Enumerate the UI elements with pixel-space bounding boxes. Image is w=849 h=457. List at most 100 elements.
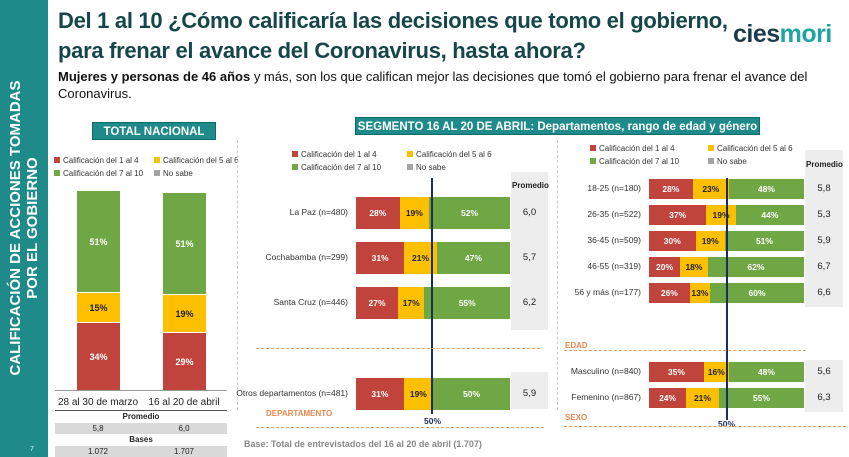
legend-swatch — [54, 157, 60, 163]
bar-segment: 34% — [77, 322, 120, 390]
title-line1: Del 1 al 10 ¿Cómo calificaría las decisi… — [58, 8, 728, 33]
legend-item: Calificación del 1 al 4 — [590, 144, 675, 153]
legend-item: Calificación del 5 al 6 — [708, 144, 793, 153]
stacked-bar: 24% 21% 55% — [649, 388, 804, 408]
promedio-value: 6,0 — [522, 207, 537, 218]
bar-segment: 17% — [398, 287, 425, 319]
bar-segment: 20% — [649, 257, 680, 277]
legend-item: Calificación del 5 al 6 — [407, 150, 492, 159]
total-nacional-banner: TOTAL NACIONAL — [92, 122, 216, 140]
bar-segment: 55% — [424, 287, 510, 319]
bar-segment: 51% — [724, 231, 804, 251]
legend-label: No sabe — [163, 169, 193, 178]
legend-label: Calificación del 1 al 4 — [301, 150, 377, 159]
sidebar-title-line2: POR EL GOBIERNO — [24, 157, 41, 299]
stacked-bar: 26% 13% 60% — [649, 283, 804, 303]
bar-segment: 47% — [436, 242, 510, 274]
bar-segment: 51% — [163, 192, 206, 294]
bar-segment: 31% — [356, 378, 404, 410]
subtitle: Mujeres y personas de 46 años y más, son… — [58, 68, 838, 102]
legend-swatch — [154, 157, 160, 163]
reference-label: 50% — [718, 419, 736, 429]
legend-label: Calificación del 1 al 4 — [599, 144, 675, 153]
bar-segment: 62% — [707, 257, 804, 277]
legend-label: Calificación del 7 al 10 — [301, 163, 382, 172]
legend-edad-sexo: Calificación del 1 al 4 Calificación del … — [590, 144, 810, 174]
bases-value: 1.072 — [87, 447, 109, 456]
title-line2: para frenar el avance del Coronavirus, h… — [58, 38, 586, 63]
legend-swatch — [292, 151, 298, 157]
group-label-edad: EDAD — [565, 341, 588, 350]
promedio-value: 6,3 — [817, 392, 831, 403]
page-title: Del 1 al 10 ¿Cómo calificaría las decisi… — [58, 6, 728, 66]
legend-swatch — [154, 170, 160, 176]
promedio-header: Promedio — [122, 412, 160, 421]
row-label: Femenino (n=867) — [571, 392, 641, 402]
bar-segment: 28% — [356, 197, 400, 229]
bar-segment: 52% — [429, 197, 510, 229]
bases-header: Bases — [129, 435, 153, 444]
bar-segment: 27% — [356, 287, 398, 319]
legend-swatch — [708, 145, 714, 151]
legend-total: Calificación del 1 al 4 Calificación del … — [54, 156, 239, 186]
summary-table: Promedio 5,8 6,0 Bases 1.072 1.707 — [55, 410, 227, 457]
promedio-value: 5,8 — [817, 183, 831, 194]
bar-segment: 44% — [735, 205, 804, 225]
page-number: 7 — [30, 446, 34, 453]
row-label: 36-45 (n=509) — [587, 235, 641, 245]
legend-label: No sabe — [416, 163, 446, 172]
bar-segment: 19% — [706, 205, 736, 225]
group-divider — [564, 426, 846, 427]
group-divider — [564, 350, 806, 351]
promedio-value: 6,6 — [817, 287, 831, 298]
legend-label: Calificación del 5 al 6 — [416, 150, 492, 159]
stacked-bar: 20% 18% 62% — [649, 257, 804, 277]
bar-segment: 24% — [649, 388, 687, 408]
sidebar-strip: CALIFICACIÓN DE ACCIONES TOMADAS POR EL … — [0, 0, 48, 457]
subtitle-rest: y más, son los que califican mejor las d… — [58, 69, 808, 101]
bar-segment: 50% — [433, 378, 510, 410]
x-axis — [55, 390, 227, 391]
bar-segment: 37% — [649, 205, 707, 225]
legend-departamento: Calificación del 1 al 4 Calificación del … — [292, 150, 512, 180]
bar-segment: 15% — [77, 292, 120, 322]
promedio-column-bg — [511, 172, 548, 330]
stacked-bar: 35% 16% 48% — [649, 362, 804, 382]
subtitle-bold: Mujeres y personas de 46 años — [58, 69, 251, 84]
sidebar-title-line1: CALIFICACIÓN DE ACCIONES TOMADAS — [7, 80, 24, 376]
bar-segment: 21% — [686, 388, 719, 408]
bar-segment: 30% — [649, 231, 696, 251]
promedio-value: 6,7 — [817, 261, 831, 272]
legend-label: No sabe — [717, 157, 747, 166]
row-label: 46-55 (n=319) — [587, 261, 641, 271]
group-divider — [256, 348, 540, 349]
stacked-bar: 37% 19% 44% — [649, 205, 804, 225]
legend-swatch — [590, 158, 596, 164]
bar-segment: 23% — [692, 179, 729, 199]
promedio-column-bg — [511, 372, 548, 409]
promedio-value: 5,9 — [817, 235, 831, 246]
stacked-bar: 30% 19% 51% — [649, 231, 804, 251]
bar-segment: 19% — [399, 197, 430, 229]
group-label-sexo: SEXO — [565, 413, 588, 422]
legend-label: Calificación del 5 al 6 — [163, 156, 239, 165]
stacked-bar: 28% 19% 52% — [356, 197, 510, 229]
legend-item: Calificación del 7 al 10 — [292, 163, 381, 172]
legend-item: Calificación del 7 al 10 — [54, 169, 143, 178]
legend-label: Calificación del 7 al 10 — [63, 169, 144, 178]
separator — [557, 140, 558, 410]
promedio-value: 5,8 — [92, 424, 104, 433]
group-divider — [256, 427, 544, 428]
sidebar-title: CALIFICACIÓN DE ACCIONES TOMADAS POR EL … — [7, 8, 41, 448]
ciesmori-logo: ciesmori — [733, 20, 832, 48]
separator — [237, 140, 238, 410]
promedio-header: Promedio — [806, 160, 843, 169]
bar-segment: 48% — [728, 179, 804, 199]
bar-segment: 29% — [163, 332, 206, 390]
row-label: Masculino (n=840) — [570, 366, 641, 376]
row-label: 56 y más (n=177) — [574, 287, 641, 297]
bar-segment: 13% — [689, 283, 711, 303]
promedio-column-bg — [805, 150, 843, 307]
row-label: 18-25 (n=180) — [587, 183, 641, 193]
legend-item: Calificación del 1 al 4 — [292, 150, 377, 159]
